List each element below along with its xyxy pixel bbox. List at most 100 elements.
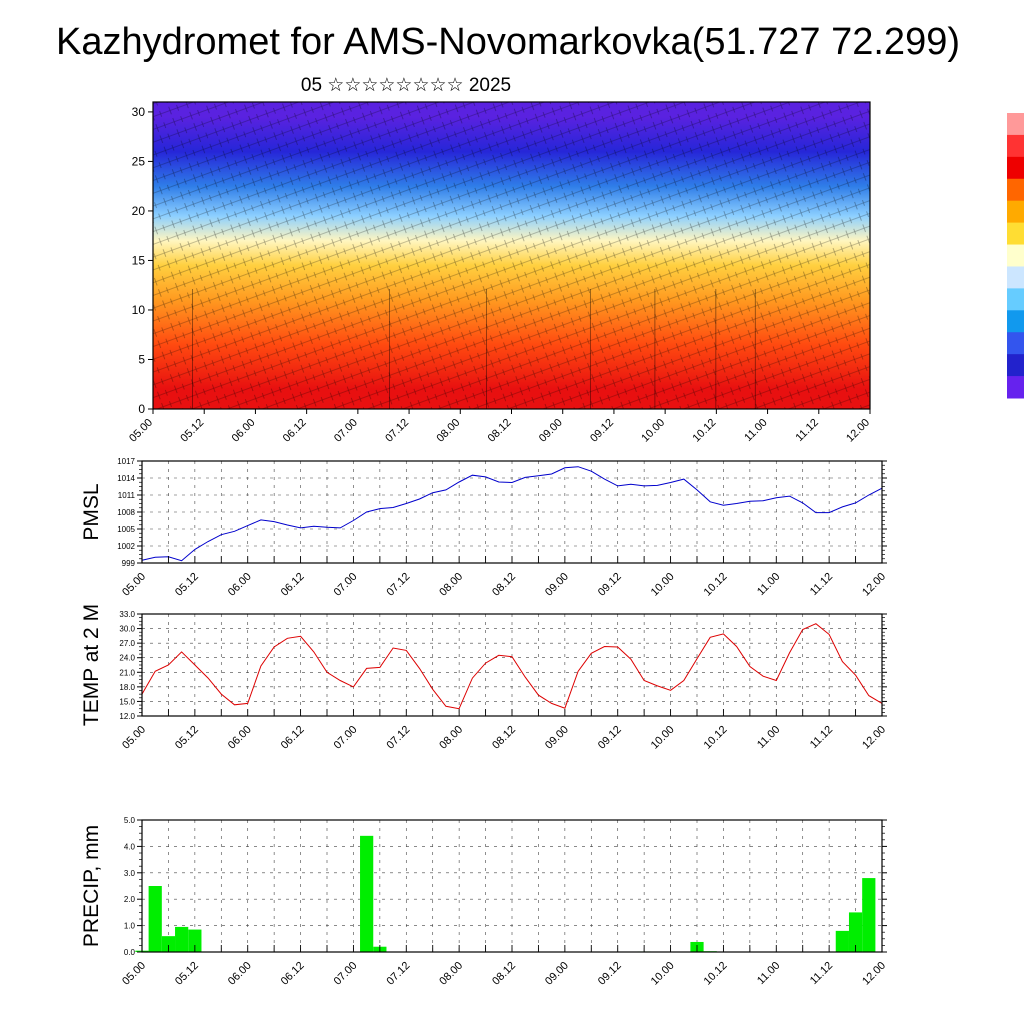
precip-bar — [848, 912, 863, 952]
colorbar-swatch — [1007, 178, 1024, 202]
y-tick-label: 0.0 — [124, 948, 136, 957]
x-tick-label: 10.00 — [649, 724, 677, 752]
x-tick-label: 08.00 — [437, 571, 465, 599]
y-tick-label: 1005 — [117, 525, 135, 534]
x-tick-label: 09.12 — [588, 417, 616, 445]
y-tick-label: 20 — [132, 204, 146, 218]
y-tick-label: 4.0 — [124, 842, 136, 851]
x-tick-label: 07.12 — [384, 724, 412, 752]
colorbar-swatch — [1007, 113, 1024, 136]
y-tick-label: 1011 — [118, 491, 136, 500]
x-tick-label: 06.12 — [279, 571, 307, 599]
y-tick-label: 27.0 — [119, 639, 135, 648]
y-tick-label: 1.0 — [124, 922, 136, 931]
x-tick-label: 06.00 — [226, 724, 254, 752]
x-tick-label: 05.12 — [173, 724, 201, 752]
series-line — [141, 466, 883, 562]
colorbar-swatch — [1007, 376, 1024, 399]
y-tick-label: 15.0 — [119, 697, 135, 706]
precip-bar — [360, 835, 374, 952]
y-axis-label: PRECIP, mm — [80, 825, 103, 947]
x-tick-label: 07.00 — [332, 417, 360, 445]
x-tick-label: 06.00 — [226, 960, 254, 988]
x-tick-label: 06.12 — [281, 417, 309, 445]
x-tick-label: 08.00 — [437, 960, 465, 988]
x-tick-label: 07.12 — [383, 417, 411, 445]
x-tick-label: 05.12 — [178, 417, 206, 445]
x-tick-label: 11.00 — [755, 960, 782, 987]
cross-section-panel: 0 5 10 15 20 25 30 05.00 05.12 06.00 06.12 07.00 07.… — [127, 101, 872, 445]
x-tick-label: 08.12 — [490, 724, 518, 752]
colorbar-swatch — [1007, 310, 1024, 333]
x-tick-label: 05.00 — [120, 960, 148, 988]
colorbar-swatch — [1007, 222, 1024, 246]
x-tick-label: 10.12 — [691, 417, 719, 445]
colorbar-swatch — [1007, 200, 1024, 224]
x-tick-label: 05.00 — [120, 571, 148, 599]
x-tick-label: 10.00 — [649, 960, 677, 988]
x-tick-label: 11.00 — [755, 571, 782, 598]
precip-bar — [188, 929, 202, 952]
precip-bar — [835, 930, 849, 952]
x-tick-label: 12.00 — [860, 571, 888, 599]
y-tick-label: 30.0 — [119, 625, 135, 634]
y-tick-label: 0 — [138, 402, 145, 416]
x-tick-label: 05.00 — [120, 724, 148, 752]
precip-bar — [862, 878, 876, 952]
x-tick-label: 07.12 — [384, 571, 412, 599]
x-tick-label: 06.00 — [226, 571, 254, 599]
x-tick-label: 11.12 — [808, 960, 835, 987]
x-tick-label: 05.12 — [173, 571, 201, 599]
y-tick-label: 18.0 — [119, 683, 135, 692]
wind-barbs — [153, 102, 870, 409]
precip-bar — [161, 936, 176, 952]
x-tick-label: 10.00 — [639, 417, 667, 445]
x-tick-label: 07.00 — [332, 960, 360, 988]
y-tick-label: 1002 — [117, 542, 135, 551]
x-tick-label: 09.00 — [543, 724, 571, 752]
x-tick-label: 06.12 — [279, 724, 307, 752]
chart-title: Kazhydromet for AMS-Novomarkovka(51.727 … — [56, 21, 960, 63]
temp-panel: 12.0 15.0 18.0 21.0 24.0 27.0 30.0 33.0 05.00 05.… — [80, 604, 888, 752]
precip-bar — [175, 926, 189, 952]
x-tick-label: 08.00 — [437, 724, 465, 752]
colorbar-swatch — [1007, 332, 1024, 355]
x-tick-label: 06.00 — [230, 417, 258, 445]
y-tick-label: 33.0 — [119, 610, 135, 619]
chart-subtitle: 05 ☆☆☆☆☆☆☆☆ 2025 — [301, 75, 511, 96]
y-tick-label: 10 — [132, 303, 146, 317]
x-tick-label: 11.00 — [755, 724, 782, 751]
x-tick-label: 09.12 — [596, 724, 624, 752]
y-tick-label: 1014 — [117, 474, 135, 483]
x-tick-label: 05.12 — [173, 960, 201, 988]
y-axis-label: PMSL — [80, 483, 103, 540]
x-tick-label: 10.12 — [702, 571, 730, 599]
x-tick-label: 07.00 — [332, 724, 360, 752]
colorbar-swatch — [1007, 266, 1024, 289]
x-tick-label: 10.12 — [702, 960, 730, 988]
x-tick-label: 08.12 — [486, 417, 514, 445]
y-axis-label: TEMP at 2 M — [80, 604, 103, 726]
x-tick-label: 12.00 — [860, 724, 888, 752]
y-tick-label: 999 — [122, 559, 136, 568]
y-tick-label: 24.0 — [119, 654, 135, 663]
y-tick-label: 15 — [132, 253, 146, 267]
y-tick-label: 3.0 — [124, 869, 136, 878]
y-tick-label: 21.0 — [119, 668, 135, 677]
x-tick-label: 12.00 — [844, 417, 872, 445]
x-tick-label: 09.00 — [543, 571, 571, 599]
x-tick-label: 10.12 — [702, 724, 730, 752]
precip-panel: 0.0 1.0 2.0 3.0 4.0 5.0 05.00 05.12 06.00 06.12 07… — [80, 816, 888, 988]
x-tick-label: 11.12 — [808, 571, 835, 598]
x-tick-label: 11.12 — [808, 724, 835, 751]
colorbar — [1007, 113, 1024, 399]
y-tick-label: 12.0 — [119, 712, 135, 721]
x-tick-label: 07.12 — [384, 960, 412, 988]
x-tick-label: 08.12 — [490, 571, 518, 599]
x-tick-label: 09.12 — [596, 960, 624, 988]
colorbar-swatch — [1007, 156, 1024, 180]
y-tick-label: 5.0 — [124, 816, 136, 825]
precip-bar — [148, 886, 162, 952]
x-tick-label: 09.12 — [596, 571, 624, 599]
